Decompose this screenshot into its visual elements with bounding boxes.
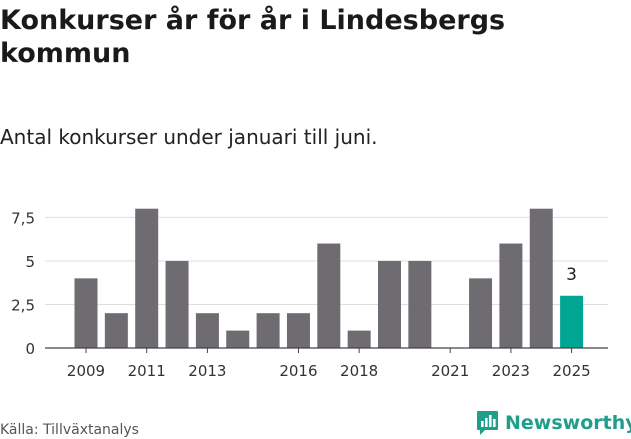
x-tick-label: 2025: [553, 362, 591, 380]
bar-2016: [286, 313, 310, 348]
chart-title: Konkurser år för år i Lindesbergs kommun: [0, 5, 506, 69]
bar-chart: 3 02,557,5 2009 2011 2013 2016 2018 2021 2023 2…: [11, 208, 608, 380]
data-labels: 3: [566, 265, 577, 285]
bar-2018: [347, 330, 371, 348]
newsworthy-logo[interactable]: Newsworthy: [476, 409, 631, 437]
bar-2014: [226, 330, 250, 348]
source-note: Källa: Tillväxtanalys: [0, 422, 139, 438]
x-tick-label: 2013: [188, 362, 226, 380]
bar-2022: [469, 278, 493, 348]
chart-subtitle: Antal konkurser under januari till juni.: [0, 125, 378, 149]
y-tick-label: 0: [25, 340, 35, 358]
x-tick-label: 2011: [128, 362, 166, 380]
bar-2009: [74, 278, 98, 348]
bars: [74, 208, 584, 348]
newsworthy-chart-icon: [477, 411, 498, 435]
x-tick-label: 2016: [279, 362, 317, 380]
y-tick-label: 2,5: [11, 296, 35, 314]
brand-name: Newsworthy: [505, 412, 631, 434]
y-tick-label: 5: [25, 253, 35, 271]
bar-2019: [378, 260, 401, 348]
bar-2024: [529, 208, 553, 348]
bar-2012: [165, 260, 189, 348]
y-axis: 0 2,5 5 7,5: [11, 209, 35, 358]
bar-2025: [560, 295, 584, 348]
y-tick-label: 7,5: [11, 209, 35, 227]
bar-2023: [499, 243, 523, 348]
bar-2013: [195, 313, 219, 348]
bar-2015: [256, 313, 280, 348]
bar-2017: [317, 243, 341, 348]
x-tick-label: 2021: [431, 362, 469, 380]
data-label: 3: [566, 265, 577, 285]
x-axis: 2009 2011 2013 2016 2018 2021 2023 2025: [45, 347, 608, 380]
bar-2010: [104, 313, 128, 348]
x-tick-label: 2023: [492, 362, 530, 380]
bar-2011: [135, 208, 159, 348]
x-tick-label: 2018: [340, 362, 378, 380]
x-tick-label: 2009: [67, 362, 105, 380]
bar-2020: [408, 260, 432, 348]
